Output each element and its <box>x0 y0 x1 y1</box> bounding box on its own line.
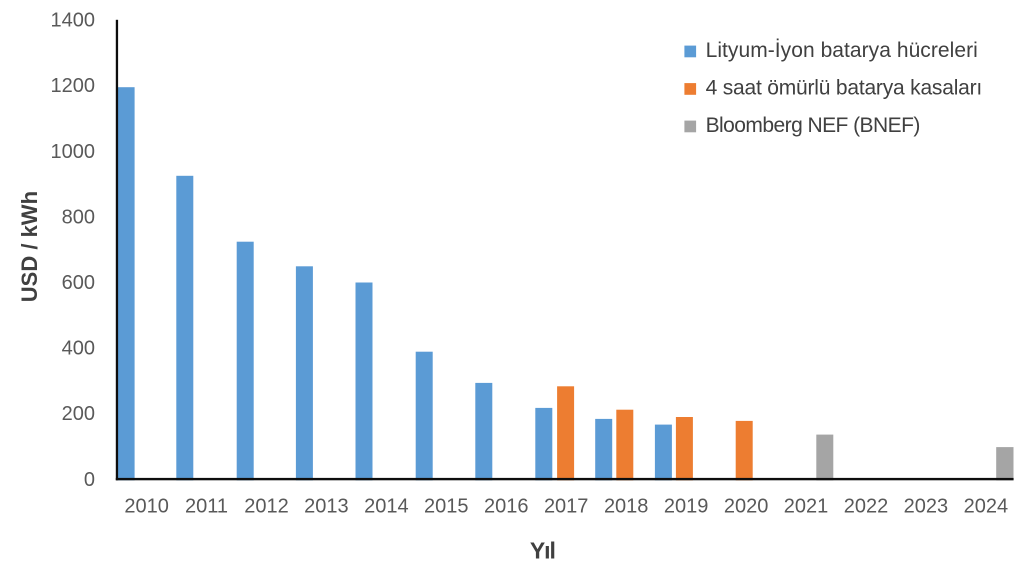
svg-text:2022: 2022 <box>844 496 889 518</box>
svg-text:2015: 2015 <box>424 496 469 518</box>
svg-text:200: 200 <box>62 403 95 425</box>
svg-text:Lityum-İyon batarya hücreleri: Lityum-İyon batarya hücreleri <box>706 39 978 62</box>
svg-text:2013: 2013 <box>304 496 349 518</box>
svg-text:2017: 2017 <box>544 496 589 518</box>
svg-text:2012: 2012 <box>244 496 289 518</box>
svg-text:2018: 2018 <box>604 496 649 518</box>
svg-text:400: 400 <box>62 338 95 360</box>
svg-text:Bloomberg NEF (BNEF): Bloomberg NEF (BNEF) <box>706 114 920 137</box>
svg-text:2016: 2016 <box>484 496 529 518</box>
svg-text:Yıl: Yıl <box>530 538 555 564</box>
svg-text:2011: 2011 <box>185 496 228 518</box>
svg-text:2014: 2014 <box>364 496 409 518</box>
svg-text:2010: 2010 <box>124 496 169 518</box>
svg-text:USD / kWh: USD / kWh <box>17 191 42 302</box>
svg-text:2023: 2023 <box>904 496 949 518</box>
svg-text:1400: 1400 <box>51 10 96 32</box>
svg-text:4 saat ömürlü batarya kasaları: 4 saat ömürlü batarya kasaları <box>706 76 982 99</box>
svg-text:2019: 2019 <box>664 496 709 518</box>
svg-text:2024: 2024 <box>964 496 1009 518</box>
svg-text:800: 800 <box>62 206 95 228</box>
svg-text:2021: 2021 <box>784 496 829 518</box>
svg-text:600: 600 <box>62 272 95 294</box>
svg-text:1200: 1200 <box>51 75 96 97</box>
svg-text:1000: 1000 <box>51 141 96 163</box>
svg-text:2020: 2020 <box>724 496 769 518</box>
svg-text:0: 0 <box>84 469 95 491</box>
